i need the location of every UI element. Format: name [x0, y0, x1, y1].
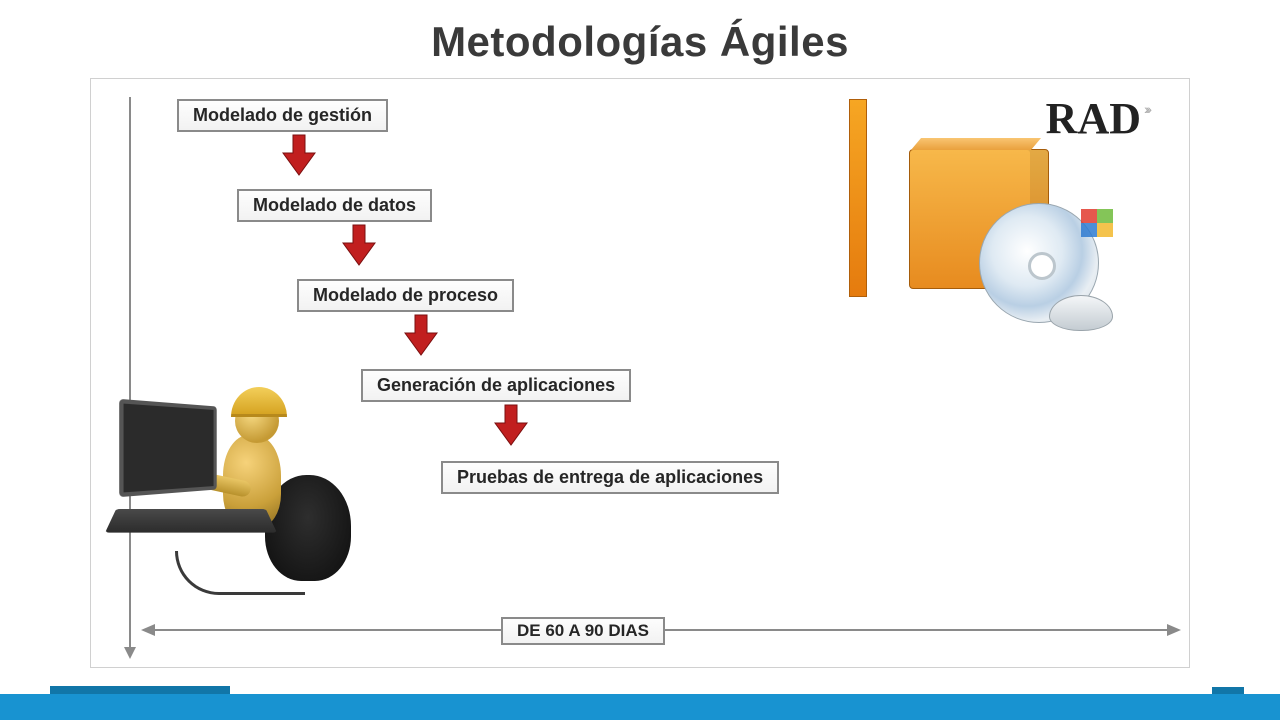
axis-arrow-left-icon: [141, 624, 155, 636]
arrow-down-icon: [403, 313, 439, 353]
step-label: Generación de aplicaciones: [377, 375, 615, 395]
page-title: Metodologías Ágiles: [0, 0, 1280, 66]
worker-illustration: [115, 379, 365, 609]
mouse-icon: [1049, 295, 1113, 331]
cable-icon: [175, 551, 305, 595]
step-label: Pruebas de entrega de aplicaciones: [457, 467, 763, 487]
step-box-5: Pruebas de entrega de aplicaciones: [441, 461, 779, 494]
axis-arrow-right-icon: [1167, 624, 1181, 636]
time-range-label: DE 60 A 90 DIAS: [501, 617, 665, 645]
step-box-2: Modelado de datos: [237, 189, 432, 222]
laptop-base-icon: [105, 509, 277, 533]
rad-illustration: RAD ›››: [849, 93, 1149, 323]
orange-bar-icon: [849, 99, 867, 297]
arrow-down-icon: [341, 223, 377, 263]
step-label: Modelado de datos: [253, 195, 416, 215]
step-label: Modelado de proceso: [313, 285, 498, 305]
step-box-4: Generación de aplicaciones: [361, 369, 631, 402]
arrow-down-icon: [281, 133, 317, 173]
step-label: Modelado de gestión: [193, 105, 372, 125]
windows-flag-icon: [1081, 209, 1113, 237]
helmet-icon: [231, 387, 287, 417]
arrow-down-icon: [493, 403, 529, 443]
rad-title: RAD: [1046, 93, 1141, 144]
step-box-1: Modelado de gestión: [177, 99, 388, 132]
rad-diagram: Modelado de gestión Modelado de datos Mo…: [90, 78, 1190, 668]
step-box-3: Modelado de proceso: [297, 279, 514, 312]
chevrons-icon: ›››: [1144, 101, 1149, 117]
slide-footer-bar: [0, 694, 1280, 720]
laptop-screen-icon: [119, 399, 217, 497]
